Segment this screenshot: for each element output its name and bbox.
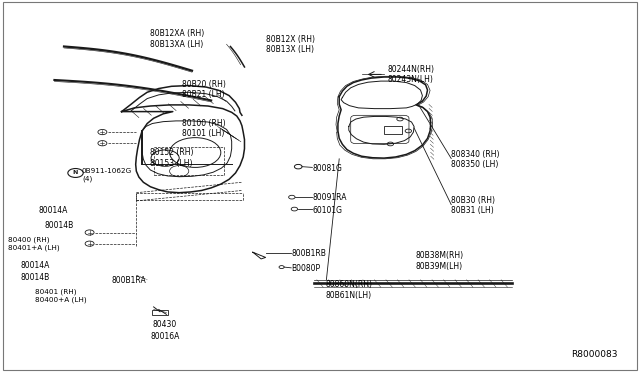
Text: 80014B: 80014B bbox=[45, 221, 74, 230]
Text: 800B1RA: 800B1RA bbox=[112, 276, 147, 285]
Text: 80430: 80430 bbox=[153, 320, 177, 329]
Text: 80B20 (RH)
80B21 (LH): 80B20 (RH) 80B21 (LH) bbox=[182, 80, 227, 99]
Text: 80244N(RH)
80243N(LH): 80244N(RH) 80243N(LH) bbox=[387, 65, 434, 84]
Text: R8000083: R8000083 bbox=[571, 350, 618, 359]
Text: 80401 (RH)
80400+A (LH): 80401 (RH) 80400+A (LH) bbox=[35, 289, 87, 303]
Text: 80100 (RH)
80101 (LH): 80100 (RH) 80101 (LH) bbox=[182, 119, 226, 138]
Text: 80014A: 80014A bbox=[20, 262, 50, 270]
Text: 80B38M(RH)
80B39M(LH): 80B38M(RH) 80B39M(LH) bbox=[416, 251, 464, 271]
Text: 80B12X (RH)
80B13X (LH): 80B12X (RH) 80B13X (LH) bbox=[266, 35, 315, 54]
Text: 80016A: 80016A bbox=[150, 332, 180, 341]
Text: 80860N(RH)
80B61N(LH): 80860N(RH) 80B61N(LH) bbox=[325, 280, 372, 300]
Text: 80014B: 80014B bbox=[20, 273, 50, 282]
Text: 60101G: 60101G bbox=[312, 206, 342, 215]
Text: 808340 (RH)
808350 (LH): 808340 (RH) 808350 (LH) bbox=[451, 150, 500, 169]
Text: 800B1RB: 800B1RB bbox=[291, 249, 326, 258]
Text: 0B911-1062G
(4): 0B911-1062G (4) bbox=[82, 168, 132, 182]
Text: 80B12XA (RH)
80B13XA (LH): 80B12XA (RH) 80B13XA (LH) bbox=[150, 29, 205, 49]
Text: 80B30 (RH)
80B31 (LH): 80B30 (RH) 80B31 (LH) bbox=[451, 196, 495, 215]
Text: 80152 (RH)
80153 (LH): 80152 (RH) 80153 (LH) bbox=[150, 148, 194, 168]
Text: 80400 (RH)
80401+A (LH): 80400 (RH) 80401+A (LH) bbox=[8, 237, 60, 251]
Text: B0080P: B0080P bbox=[291, 264, 321, 273]
Text: 80014A: 80014A bbox=[38, 206, 68, 215]
Text: 80091RA: 80091RA bbox=[312, 193, 347, 202]
Text: N: N bbox=[73, 170, 78, 176]
Text: 80081G: 80081G bbox=[312, 164, 342, 173]
